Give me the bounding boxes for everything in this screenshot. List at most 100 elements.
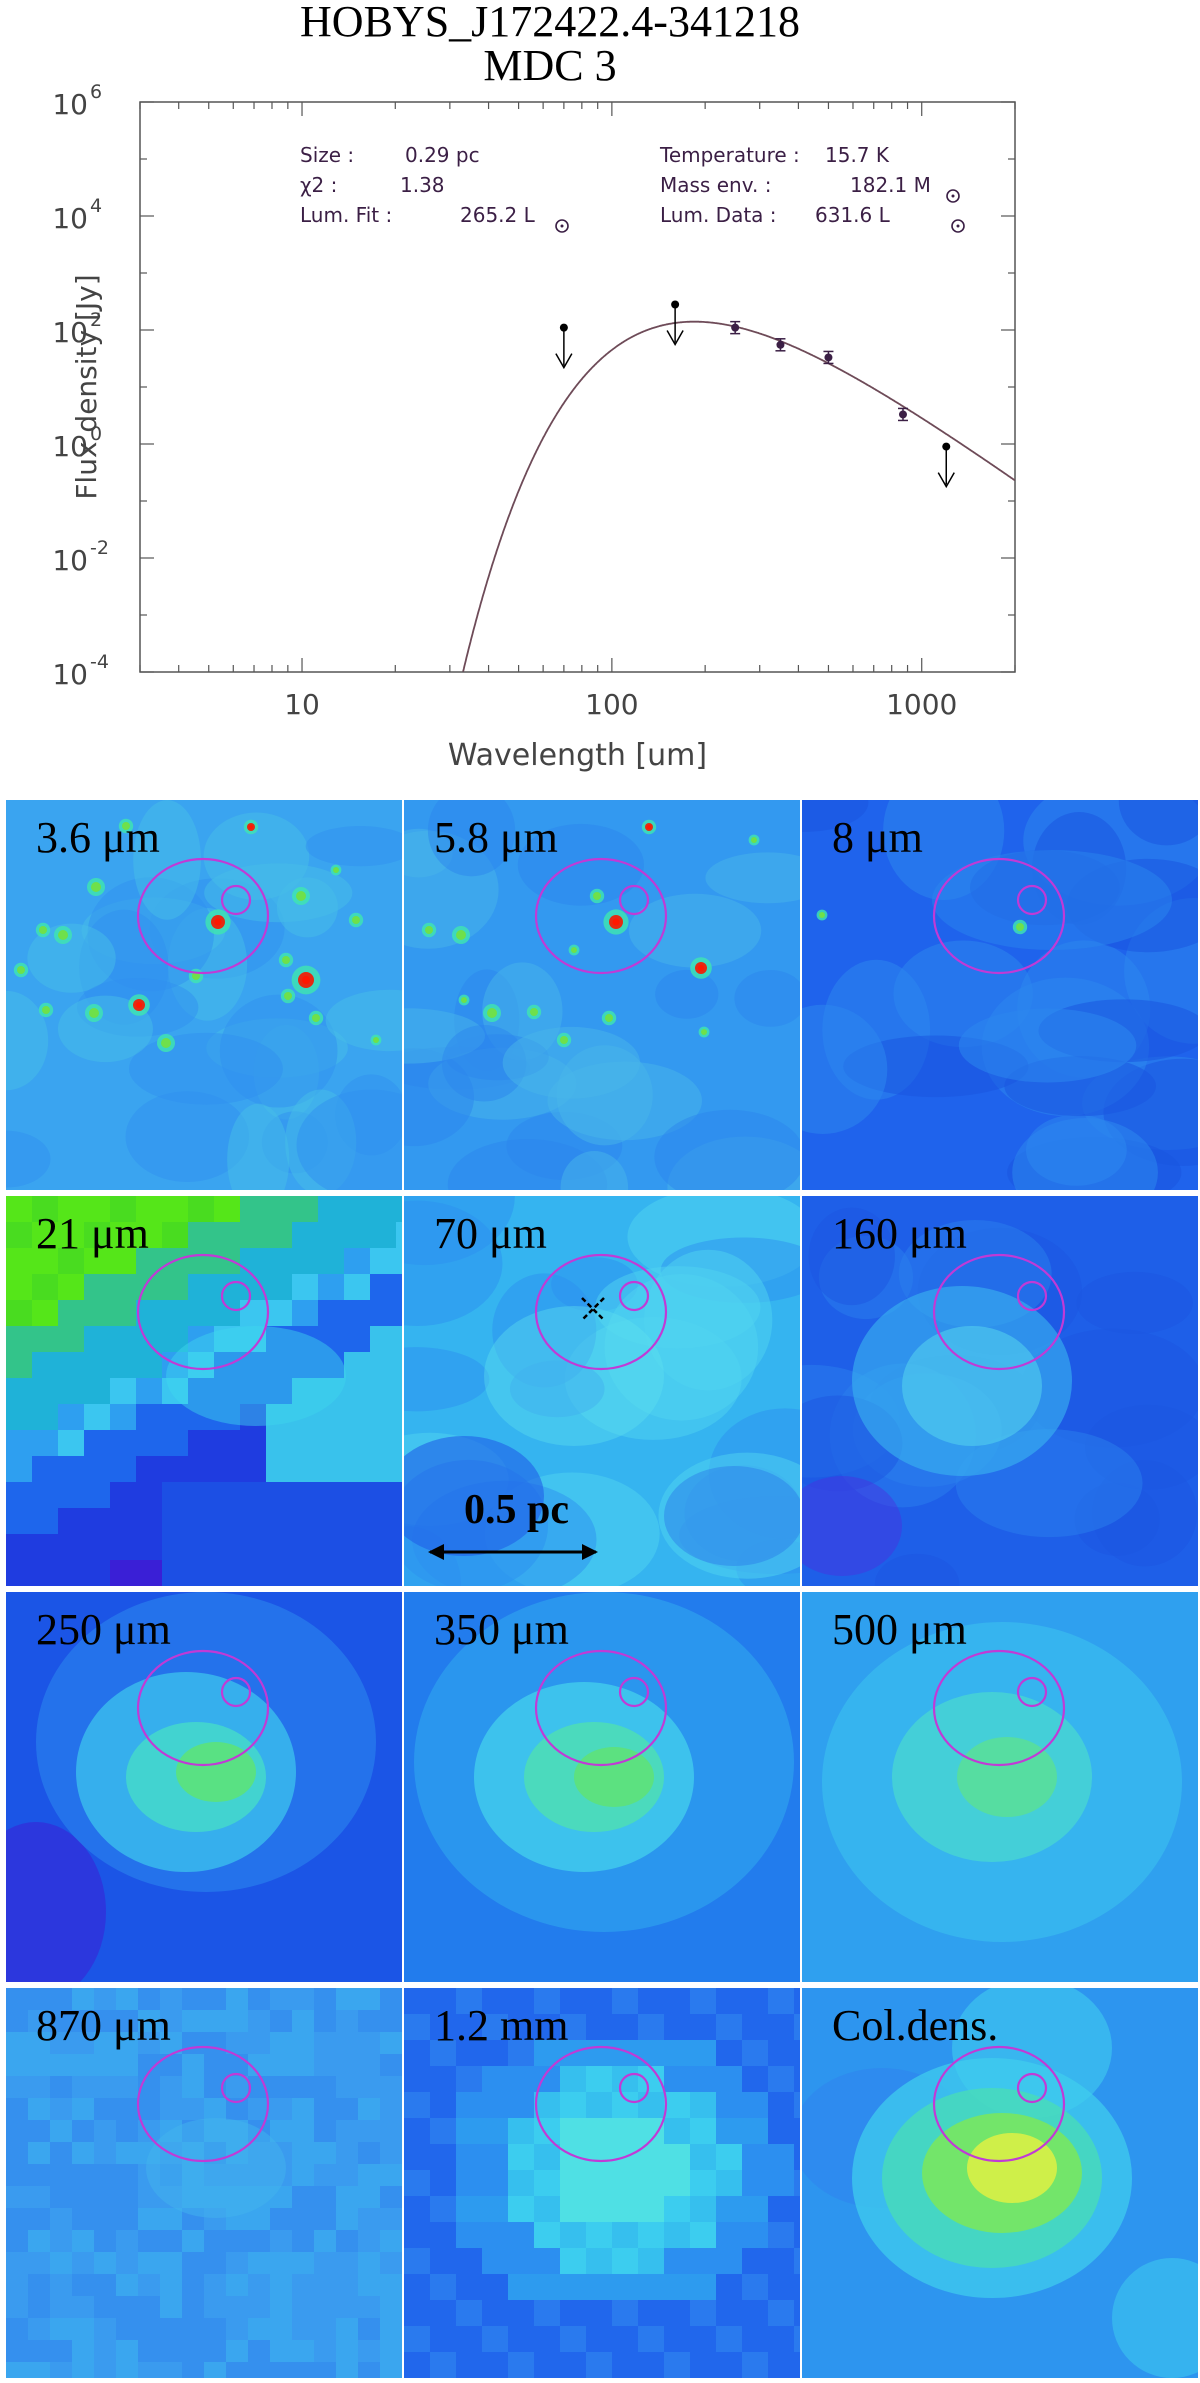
map-pixel bbox=[248, 2054, 271, 2077]
map-image bbox=[6, 1988, 402, 2378]
point-source bbox=[1012, 919, 1028, 935]
map-pixel bbox=[6, 2362, 29, 2378]
map-pixel bbox=[380, 2340, 402, 2363]
map-pixel bbox=[794, 2118, 800, 2145]
map-pixel bbox=[456, 2222, 483, 2249]
map-pixel bbox=[58, 1300, 85, 1327]
emission-blob bbox=[560, 1151, 629, 1190]
map-pixel bbox=[188, 1300, 215, 1327]
map-pixel bbox=[182, 2340, 205, 2363]
map-pixel bbox=[6, 2274, 29, 2297]
map-pixel bbox=[84, 1378, 111, 1405]
map-pixel bbox=[28, 2076, 51, 2099]
map-pixel bbox=[664, 2196, 691, 2223]
map-pixel bbox=[664, 1988, 691, 2015]
map-pixel bbox=[160, 2252, 183, 2275]
map-pixel bbox=[560, 2066, 587, 2093]
map-pixel bbox=[116, 2208, 139, 2231]
point-source bbox=[601, 1010, 617, 1026]
map-pixel bbox=[742, 2274, 769, 2301]
map-pixel bbox=[690, 2014, 717, 2041]
map-pixel bbox=[482, 2014, 509, 2041]
map-pixel bbox=[266, 1222, 293, 1249]
map-pixel bbox=[116, 2230, 139, 2253]
map-pixel bbox=[664, 2066, 691, 2093]
map-pixel bbox=[188, 1560, 215, 1586]
map-pixel bbox=[84, 1534, 111, 1561]
map-pixel bbox=[6, 1222, 33, 1249]
emission-blob bbox=[6, 1130, 51, 1188]
point-source bbox=[589, 888, 605, 904]
map-pixel bbox=[6, 2208, 29, 2231]
map-pixel bbox=[638, 2196, 665, 2223]
plot-title: HOBYS_J172422.4-341218 MDC 3 bbox=[0, 0, 1100, 88]
map-pixel bbox=[768, 2248, 795, 2275]
map-pixel bbox=[58, 1378, 85, 1405]
map-pixel bbox=[6, 1352, 33, 1379]
map-pixel bbox=[292, 2076, 315, 2099]
core-circle bbox=[220, 2072, 252, 2104]
map-pixel bbox=[560, 2326, 587, 2353]
map-pixel bbox=[380, 1988, 402, 2011]
emission-blob bbox=[6, 990, 49, 1091]
map-pixel bbox=[72, 2230, 95, 2253]
map-pixel bbox=[690, 2300, 717, 2327]
map-pixel bbox=[204, 2076, 227, 2099]
map-pixel bbox=[162, 1456, 189, 1483]
map-pixel bbox=[768, 2326, 795, 2353]
map-pixel bbox=[430, 2014, 457, 2041]
map-pixel bbox=[768, 2144, 795, 2171]
map-pixel bbox=[6, 2318, 29, 2341]
map-pixel bbox=[560, 2352, 587, 2378]
map-pixel bbox=[138, 2252, 161, 2275]
map-pixel bbox=[162, 1300, 189, 1327]
map-pixel bbox=[358, 2340, 381, 2363]
map-pixel bbox=[380, 2318, 402, 2341]
emission-blob bbox=[664, 1466, 800, 1566]
map-pixel bbox=[94, 2076, 117, 2099]
map-pixel bbox=[240, 1456, 267, 1483]
map-pixel bbox=[116, 2098, 139, 2121]
map-pixel bbox=[396, 1508, 402, 1535]
map-pixel bbox=[204, 2362, 227, 2378]
map-pixel bbox=[430, 1988, 457, 2015]
map-pixel bbox=[32, 1300, 59, 1327]
map-image bbox=[802, 1988, 1198, 2378]
map-pixel bbox=[110, 1508, 137, 1535]
map-pixel bbox=[136, 1430, 163, 1457]
map-pixel bbox=[586, 2144, 613, 2171]
core-circle bbox=[1016, 2072, 1048, 2104]
map-pixel bbox=[136, 1534, 163, 1561]
map-pixel bbox=[188, 1534, 215, 1561]
map-pixel bbox=[794, 2196, 800, 2223]
map-pixel bbox=[204, 2318, 227, 2341]
map-panel: 70 μm 0.5 pc bbox=[404, 1196, 800, 1586]
map-pixel bbox=[664, 2170, 691, 2197]
map-panel: 500 μm bbox=[802, 1592, 1198, 1982]
map-pixel bbox=[116, 2120, 139, 2143]
map-pixel bbox=[188, 1456, 215, 1483]
map-pixel bbox=[664, 2144, 691, 2171]
map-pixel bbox=[214, 1508, 241, 1535]
map-pixel bbox=[768, 2092, 795, 2119]
envelope-ellipse bbox=[932, 1649, 1066, 1767]
map-pixel bbox=[560, 2248, 587, 2275]
map-pixel bbox=[690, 2352, 717, 2378]
map-panel: Col.dens. bbox=[802, 1988, 1198, 2378]
map-pixel bbox=[162, 1534, 189, 1561]
map-pixel bbox=[690, 1988, 717, 2015]
map-pixel bbox=[768, 2300, 795, 2327]
map-pixel bbox=[318, 1560, 345, 1586]
map-pixel bbox=[336, 2340, 359, 2363]
map-pixel bbox=[292, 2362, 315, 2378]
map-pixel bbox=[396, 1352, 402, 1379]
map-pixel bbox=[182, 2010, 205, 2033]
map-pixel bbox=[138, 2208, 161, 2231]
emission-blob bbox=[902, 1326, 1042, 1446]
map-pixel bbox=[72, 2362, 95, 2378]
map-pixel bbox=[336, 2186, 359, 2209]
emission-blob bbox=[404, 1200, 503, 1327]
map-pixel bbox=[768, 2196, 795, 2223]
map-pixel bbox=[50, 2010, 73, 2033]
temperature-label: Temperature : bbox=[659, 143, 800, 167]
